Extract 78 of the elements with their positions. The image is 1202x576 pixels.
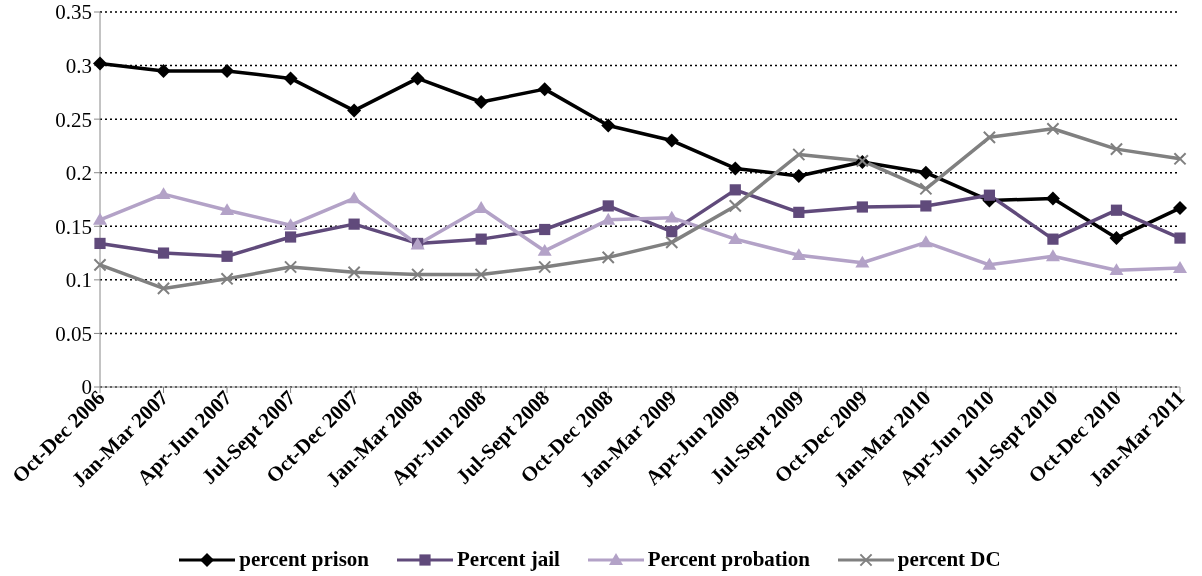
point [1109, 231, 1124, 246]
point [729, 184, 741, 196]
y-tick-label: 0.1 [65, 268, 92, 293]
point [982, 257, 997, 270]
point [93, 212, 107, 225]
point [1045, 249, 1060, 262]
point [347, 103, 362, 118]
point [411, 267, 425, 282]
point [94, 237, 106, 250]
point [475, 233, 487, 245]
point [156, 63, 171, 78]
point [283, 71, 298, 86]
point [93, 258, 107, 272]
point [157, 247, 170, 259]
point [664, 133, 679, 148]
point [348, 218, 360, 230]
point [666, 226, 678, 238]
point [156, 281, 171, 296]
y-tick-label: 0.05 [55, 321, 92, 346]
point [601, 250, 615, 264]
point [220, 272, 234, 286]
point [156, 187, 171, 200]
point [1047, 233, 1059, 245]
y-tick-label: 0.35 [55, 0, 92, 25]
point [728, 232, 743, 245]
legend-label: Percent jail [457, 547, 560, 572]
point [537, 82, 552, 97]
point [856, 201, 868, 213]
point [221, 250, 233, 262]
point [283, 218, 298, 231]
point [1045, 191, 1060, 206]
point [410, 71, 425, 86]
y-tick-label: 0.2 [65, 161, 92, 186]
point [220, 63, 235, 78]
point [602, 200, 614, 212]
point [918, 165, 933, 180]
point [1173, 201, 1187, 216]
point [601, 118, 616, 133]
point [920, 200, 932, 212]
point [855, 255, 870, 268]
point [283, 260, 298, 274]
point [1109, 263, 1124, 276]
legend-label: percent prison [239, 547, 370, 572]
point [284, 231, 297, 243]
point [728, 161, 743, 176]
y-tick-label: 0.25 [55, 107, 92, 132]
point [474, 267, 488, 282]
point [919, 182, 933, 196]
point [1173, 152, 1187, 166]
y-tick-label: 0.15 [55, 214, 92, 239]
point [793, 206, 805, 218]
point [537, 243, 552, 256]
point [728, 199, 742, 213]
point [983, 189, 996, 201]
legend-label: Percent probation [647, 547, 810, 572]
point [918, 235, 933, 248]
point [1173, 261, 1187, 273]
point [791, 248, 806, 261]
legend-label: percent DC [897, 547, 1001, 572]
point [665, 235, 679, 249]
point [664, 210, 679, 223]
point [93, 56, 107, 71]
point [538, 260, 552, 274]
point [539, 223, 551, 236]
y-tick-label: 0.3 [65, 54, 92, 79]
point [1110, 204, 1123, 216]
point [347, 265, 361, 279]
point [220, 203, 235, 216]
point [1046, 122, 1060, 136]
point [982, 130, 997, 144]
point [1174, 232, 1186, 244]
point [791, 168, 806, 183]
point [474, 201, 489, 213]
point [347, 191, 362, 204]
point [601, 212, 616, 225]
point [1109, 142, 1124, 156]
point [792, 147, 806, 162]
point [474, 95, 489, 109]
